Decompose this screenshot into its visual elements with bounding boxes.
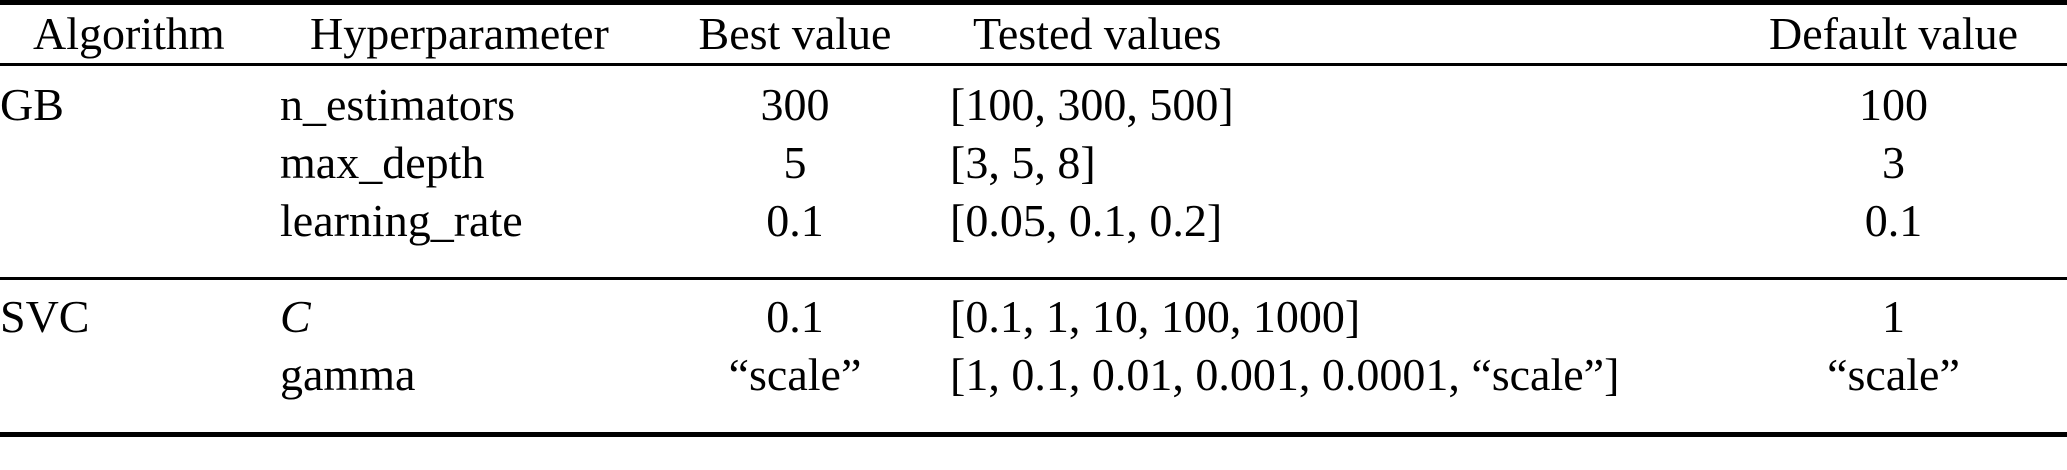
group-svc: SVC C 0.1 [0.1, 1, 10, 100, 1000] 1 gamm… [0,279,2067,435]
cell-default-value: “scale” [1827,349,1960,400]
cell-default-value: 100 [1859,79,1928,130]
cell-algorithm [0,134,280,192]
cell-best-value: 300 [760,79,830,130]
cell-best-value: 5 [783,137,807,188]
cell-default-value: 3 [1882,137,1905,188]
cell-algorithm [0,192,280,279]
cell-tested-values: [0.05, 0.1, 0.2] [950,195,1223,246]
table-row: GB n_estimators 300 [100, 300, 500] 100 [0,65,2067,135]
group-gb: GB n_estimators 300 [100, 300, 500] 100 … [0,65,2067,279]
cell-tested-values: [1, 0.1, 0.01, 0.001, 0.0001, “scale”] [950,349,1620,400]
table-row: max_depth 5 [3, 5, 8] 3 [0,134,2067,192]
cell-tested-values: [0.1, 1, 10, 100, 1000] [950,291,1361,342]
cell-best-value: 0.1 [766,291,824,342]
table-row: learning_rate 0.1 [0.05, 0.1, 0.2] 0.1 [0,192,2067,279]
table-header: Algorithm Hyperparameter Best value Test… [0,2,2067,66]
cell-tested-values: [100, 300, 500] [950,79,1234,130]
header-row: Algorithm Hyperparameter Best value Test… [0,2,2067,66]
cell-best-value: “scale” [728,349,862,400]
cell-hyperparameter: max_depth [280,137,485,188]
cell-algorithm: SVC [0,291,90,342]
cell-hyperparameter: learning_rate [280,195,523,246]
cell-hyperparameter: n_estimators [280,79,516,130]
cell-algorithm [0,346,280,435]
cell-hyperparameter: C [280,291,311,342]
column-header-hyperparameter: Hyperparameter [280,2,640,66]
column-header-best-value: Best value [640,2,950,66]
cell-algorithm: GB [0,79,64,130]
column-header-default-value: Default value [1720,2,2067,66]
cell-default-value: 1 [1882,291,1905,342]
cell-default-value: 0.1 [1864,195,1923,246]
column-header-tested-values: Tested values [950,2,1720,66]
table-row: SVC C 0.1 [0.1, 1, 10, 100, 1000] 1 [0,279,2067,347]
hyperparameters-table: Algorithm Hyperparameter Best value Test… [0,0,2067,437]
cell-tested-values: [3, 5, 8] [950,137,1096,188]
table-row: gamma “scale” [1, 0.1, 0.01, 0.001, 0.00… [0,346,2067,435]
column-header-algorithm: Algorithm [0,2,280,66]
cell-best-value: 0.1 [766,195,824,246]
cell-hyperparameter: gamma [280,349,416,400]
